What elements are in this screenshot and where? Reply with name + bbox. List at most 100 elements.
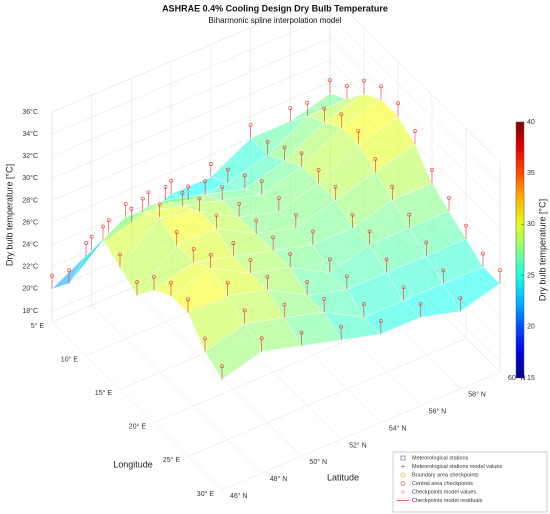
grid-line xyxy=(221,371,501,491)
x-tick-label: 5° E xyxy=(31,322,45,330)
checkpoint xyxy=(293,212,298,217)
checkpoint xyxy=(203,336,207,341)
checkpoint xyxy=(254,218,259,223)
checkpoint xyxy=(367,229,372,234)
y-tick-label: 50° N xyxy=(309,458,327,466)
grid-line xyxy=(51,82,331,201)
x-tick-label: 30° E xyxy=(197,490,215,498)
checkpoint xyxy=(430,168,434,172)
z-tick-label: 36°C xyxy=(22,108,38,116)
colorbar-label: Dry bulb temperature [°C] xyxy=(537,199,547,301)
checkpoint xyxy=(186,297,190,302)
x-tick-label: 20° E xyxy=(129,423,147,431)
y-tick-label: 54° N xyxy=(389,424,407,432)
checkpoint xyxy=(242,308,247,313)
checkpoint xyxy=(191,247,196,251)
colorbar-tick-label: 25 xyxy=(527,272,535,279)
checkpoint xyxy=(305,100,310,105)
x-axis-label: Longitude xyxy=(113,459,153,469)
legend-label: Meteorological stations xyxy=(412,455,469,461)
colorbar-tick-label: 15 xyxy=(527,375,535,382)
y-tick-label: 46° N xyxy=(230,492,248,500)
checkpoint xyxy=(418,302,423,306)
grid-line xyxy=(131,288,302,457)
checkpoint xyxy=(225,280,230,285)
colorbar xyxy=(515,121,525,379)
checkpoint xyxy=(339,324,344,329)
checkpoint xyxy=(498,268,502,273)
checkpoint xyxy=(276,196,281,200)
checkpoint xyxy=(265,139,270,144)
checkpoint xyxy=(447,195,451,200)
legend-symbol xyxy=(400,455,406,461)
checkpoint xyxy=(481,251,485,256)
checkpoint xyxy=(101,224,105,229)
grid-line xyxy=(51,321,223,491)
checkpoint xyxy=(401,285,406,290)
checkpoint xyxy=(407,212,412,217)
checkpoint xyxy=(231,241,236,246)
legend-box xyxy=(392,451,548,513)
grid-line xyxy=(335,0,501,163)
checkpoint xyxy=(316,168,321,172)
z-tick-label: 26°C xyxy=(22,218,38,226)
checkpoint xyxy=(271,235,276,240)
checkpoint xyxy=(163,185,168,189)
z-axis-label: Dry bulb temperature [°C] xyxy=(4,164,14,266)
legend-label: Meteorological stations model values xyxy=(412,464,502,470)
checkpoint xyxy=(458,296,463,301)
legend-label: Boundary area checkpoints xyxy=(412,472,479,478)
checkpoint xyxy=(186,184,191,189)
checkpoint xyxy=(339,112,344,117)
checkpoint xyxy=(288,252,293,257)
checkpoint xyxy=(265,274,270,279)
z-tick-label: 32°C xyxy=(22,152,38,160)
checkpoint xyxy=(282,302,287,307)
colorbar-tick-label: 40 xyxy=(527,119,535,126)
checkpoint xyxy=(220,364,224,369)
checkpoint xyxy=(169,178,174,183)
checkpoint xyxy=(180,190,185,195)
grid-line xyxy=(91,304,262,474)
checkpoint xyxy=(378,318,383,323)
z-tick-label: 30°C xyxy=(22,174,38,182)
checkpoint xyxy=(220,185,225,189)
colorbar-tick-label: 20 xyxy=(527,324,535,331)
checkpoint xyxy=(396,101,400,106)
x-tick-label: 15° E xyxy=(95,389,113,397)
grid-line xyxy=(187,338,467,457)
checkpoint xyxy=(305,280,310,284)
checkpoint xyxy=(310,229,315,234)
checkpoint xyxy=(373,157,378,161)
grid-line xyxy=(51,37,331,157)
checkpoint xyxy=(203,179,208,184)
checkpoint xyxy=(390,184,395,189)
z-tick-label: 24°C xyxy=(22,240,38,248)
colorbar-tick-label: 35 xyxy=(527,170,535,177)
checkpoint xyxy=(259,179,264,184)
checkpoint xyxy=(197,196,202,201)
checkpoint xyxy=(67,268,71,273)
chart-title: ASHRAE 0.4% Cooling Design Dry Bulb Temp… xyxy=(162,3,388,13)
checkpoint xyxy=(344,274,349,279)
grid-line xyxy=(329,38,501,207)
checkpoint xyxy=(225,167,230,172)
checkpoint xyxy=(384,257,389,262)
checkpoint xyxy=(356,129,361,134)
checkpoint xyxy=(350,212,355,217)
checkpoint xyxy=(424,240,429,245)
checkpoint xyxy=(362,78,366,83)
chart-subtitle: Biharmonic spline interpolation model xyxy=(209,16,342,25)
checkpoint xyxy=(379,84,383,89)
checkpoint xyxy=(140,196,145,201)
checkpoint xyxy=(299,330,304,335)
colorbar-tick-label: 30 xyxy=(527,221,535,228)
checkpoint xyxy=(208,162,213,166)
checkpoint xyxy=(174,230,179,235)
checkpoint xyxy=(129,206,134,211)
checkpoint xyxy=(106,218,111,223)
checkpoint xyxy=(464,223,468,228)
checkpoint xyxy=(50,273,54,278)
y-axis-label: Latitude xyxy=(327,472,359,482)
